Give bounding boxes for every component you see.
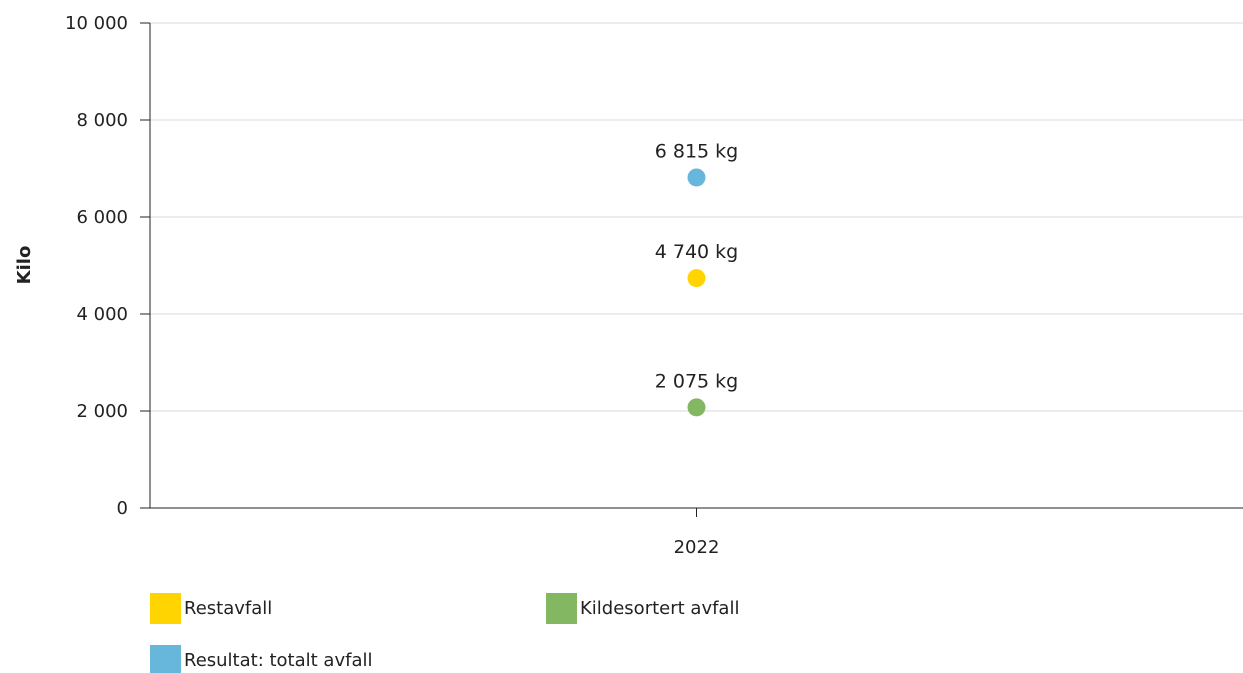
data-labels: 4 740 kg 2 075 kg 6 815 kg bbox=[655, 140, 739, 392]
legend-swatch-kildesortert-avfall bbox=[546, 592, 577, 624]
y-tick-label: 8 000 bbox=[76, 110, 128, 131]
legend-swatch-restavfall bbox=[150, 592, 181, 624]
legend-label-restavfall: Restavfall bbox=[184, 597, 273, 619]
y-tick-label: 6 000 bbox=[76, 207, 128, 228]
y-axis-title: Kilo bbox=[14, 246, 35, 285]
legend-item-restavfall[interactable]: Restavfall bbox=[150, 592, 272, 624]
x-tick-labels: 2022 bbox=[674, 537, 720, 558]
grid-lines bbox=[150, 22, 1243, 412]
data-point bbox=[687, 168, 706, 187]
legend-label-resultat-totalt-avfall: Resultat: totalt avfall bbox=[184, 649, 373, 671]
y-tick-labels: 0 2 000 4 000 6 000 8 000 10 000 bbox=[65, 13, 128, 519]
legend-label-kildesortert-avfall: Kildesortert avfall bbox=[580, 597, 740, 619]
x-tick-label: 2022 bbox=[674, 537, 720, 558]
data-point bbox=[687, 398, 706, 417]
legend-item-resultat-totalt-avfall[interactable]: Resultat: totalt avfall bbox=[150, 644, 372, 673]
data-points bbox=[687, 168, 706, 417]
data-label: 2 075 kg bbox=[655, 370, 739, 392]
y-tick-label: 10 000 bbox=[65, 13, 128, 34]
data-point bbox=[687, 269, 706, 288]
axes bbox=[140, 22, 1243, 517]
legend-swatch-resultat-totalt-avfall bbox=[150, 644, 181, 673]
y-tick-label: 0 bbox=[117, 498, 128, 519]
y-tick-label: 2 000 bbox=[76, 401, 128, 422]
legend: Restavfall Kildesortert avfall Resultat:… bbox=[150, 592, 950, 673]
data-label: 6 815 kg bbox=[655, 140, 739, 162]
y-tick-label: 4 000 bbox=[76, 304, 128, 325]
data-label: 4 740 kg bbox=[655, 241, 739, 263]
legend-item-kildesortert-avfall[interactable]: Kildesortert avfall bbox=[546, 592, 739, 624]
